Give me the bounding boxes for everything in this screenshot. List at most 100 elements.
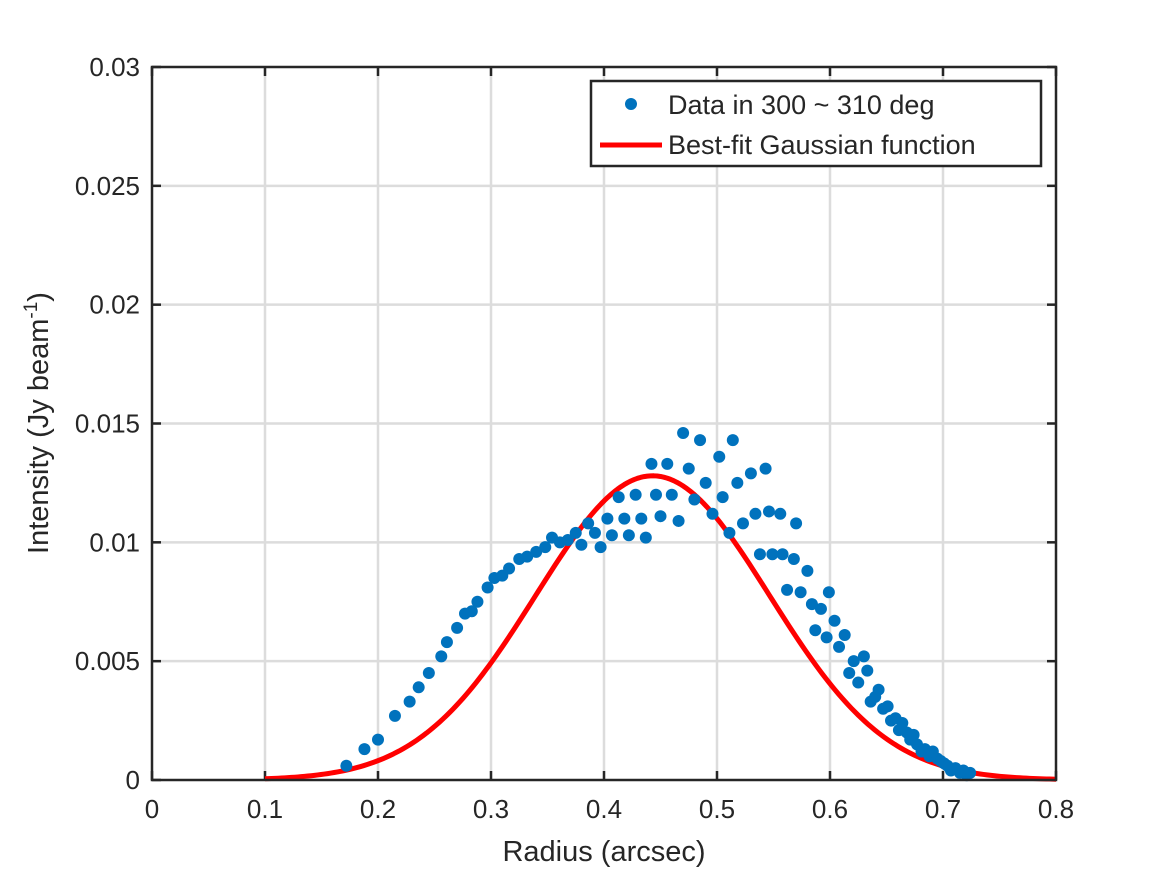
y-tick-label: 0.01 bbox=[89, 527, 140, 557]
data-point bbox=[716, 491, 729, 504]
data-point bbox=[688, 493, 701, 506]
legend-label-fit: Best-fit Gaussian function bbox=[668, 130, 976, 160]
data-point bbox=[781, 583, 794, 596]
data-point bbox=[833, 640, 846, 653]
data-point bbox=[639, 531, 652, 544]
data-point bbox=[358, 743, 371, 756]
data-point bbox=[964, 766, 977, 779]
x-tick-label: 0.7 bbox=[925, 794, 961, 824]
y-tick-label: 0.005 bbox=[75, 646, 140, 676]
data-point bbox=[530, 545, 543, 558]
x-tick-label: 0.4 bbox=[586, 794, 622, 824]
gaussian-fit-line bbox=[264, 473, 1057, 782]
data-point bbox=[787, 552, 800, 565]
data-point bbox=[618, 512, 631, 525]
data-point bbox=[726, 434, 739, 447]
legend-box bbox=[589, 79, 1043, 168]
data-point bbox=[759, 462, 772, 475]
x-tick-label: 0.8 bbox=[1038, 794, 1074, 824]
series-points bbox=[340, 427, 977, 782]
data-point bbox=[794, 586, 807, 599]
data-point bbox=[665, 488, 678, 501]
data-point bbox=[790, 517, 803, 530]
data-point bbox=[575, 538, 588, 551]
x-axis-label: Radius (arcsec) bbox=[502, 836, 705, 868]
y-tick-label: 0.025 bbox=[75, 171, 140, 201]
data-point bbox=[561, 533, 574, 546]
plot-frame bbox=[150, 65, 1058, 782]
x-tick-label: 0 bbox=[145, 794, 159, 824]
data-point bbox=[503, 562, 516, 575]
data-point bbox=[601, 512, 614, 525]
x-tick-label: 0.3 bbox=[473, 794, 509, 824]
data-point bbox=[588, 526, 601, 539]
data-point bbox=[731, 476, 744, 489]
data-point bbox=[629, 488, 642, 501]
data-point bbox=[907, 728, 920, 741]
data-point bbox=[762, 505, 775, 518]
data-point bbox=[713, 450, 726, 463]
data-point bbox=[822, 586, 835, 599]
data-point bbox=[814, 602, 827, 615]
y-tick-label: 0.03 bbox=[89, 52, 140, 82]
data-point bbox=[805, 598, 818, 611]
data-point bbox=[388, 709, 401, 722]
data-point bbox=[852, 676, 865, 689]
data-point bbox=[594, 541, 607, 554]
y-tick-label: 0.02 bbox=[89, 290, 140, 320]
data-point bbox=[699, 476, 712, 489]
grid bbox=[152, 67, 1056, 780]
y-axis-label: Intensity (Jy beam-1) bbox=[21, 292, 55, 554]
data-point bbox=[861, 664, 874, 677]
data-point bbox=[677, 427, 690, 440]
data-point bbox=[881, 700, 894, 713]
x-tick-label: 0.2 bbox=[360, 794, 396, 824]
data-point bbox=[422, 667, 435, 680]
x-tick-label: 0.6 bbox=[812, 794, 848, 824]
data-point bbox=[736, 517, 749, 530]
data-point bbox=[372, 733, 384, 746]
data-point bbox=[682, 462, 695, 475]
data-point bbox=[569, 526, 582, 539]
data-point bbox=[440, 636, 453, 649]
data-point bbox=[340, 759, 353, 772]
data-point bbox=[809, 624, 822, 637]
data-point bbox=[654, 510, 667, 523]
data-point bbox=[471, 595, 484, 608]
data-point bbox=[857, 650, 870, 663]
series-line bbox=[264, 473, 1057, 782]
data-point bbox=[403, 695, 416, 708]
data-point bbox=[744, 467, 757, 480]
legend-marker-data bbox=[625, 98, 637, 110]
y-tick-label: 0.015 bbox=[75, 409, 140, 439]
data-point bbox=[820, 631, 833, 644]
data-point bbox=[801, 564, 814, 577]
data-point bbox=[672, 514, 685, 527]
tick-labels: 0 0.1 0.2 0.3 0.4 0.5 0.6 0.7 0.8 0 0.005 0.01 0.015… bbox=[75, 52, 1074, 824]
data-point bbox=[622, 529, 635, 542]
data-point bbox=[465, 605, 478, 618]
data-point bbox=[481, 581, 494, 594]
data-point bbox=[774, 507, 787, 520]
data-point bbox=[605, 529, 618, 542]
data-point bbox=[847, 655, 860, 668]
data-point bbox=[828, 614, 841, 627]
data-point bbox=[649, 488, 662, 501]
data-point bbox=[694, 434, 707, 447]
legend: Data in 300 ~ 310 deg Best-fit Gaussian … bbox=[589, 79, 1043, 168]
data-point bbox=[435, 650, 448, 663]
data-point bbox=[451, 621, 464, 634]
data-point bbox=[766, 548, 779, 561]
data-point bbox=[749, 507, 762, 520]
data-point bbox=[539, 541, 552, 554]
x-tick-label: 0.5 bbox=[699, 794, 735, 824]
y-tick-label: 0 bbox=[126, 765, 140, 795]
data-point bbox=[843, 667, 856, 680]
data-point bbox=[896, 716, 909, 729]
data-point bbox=[645, 457, 658, 470]
y-axis-label-close: ) bbox=[23, 292, 55, 302]
data-point bbox=[412, 681, 425, 694]
data-point bbox=[521, 550, 534, 563]
legend-label-data: Data in 300 ~ 310 deg bbox=[668, 90, 934, 120]
